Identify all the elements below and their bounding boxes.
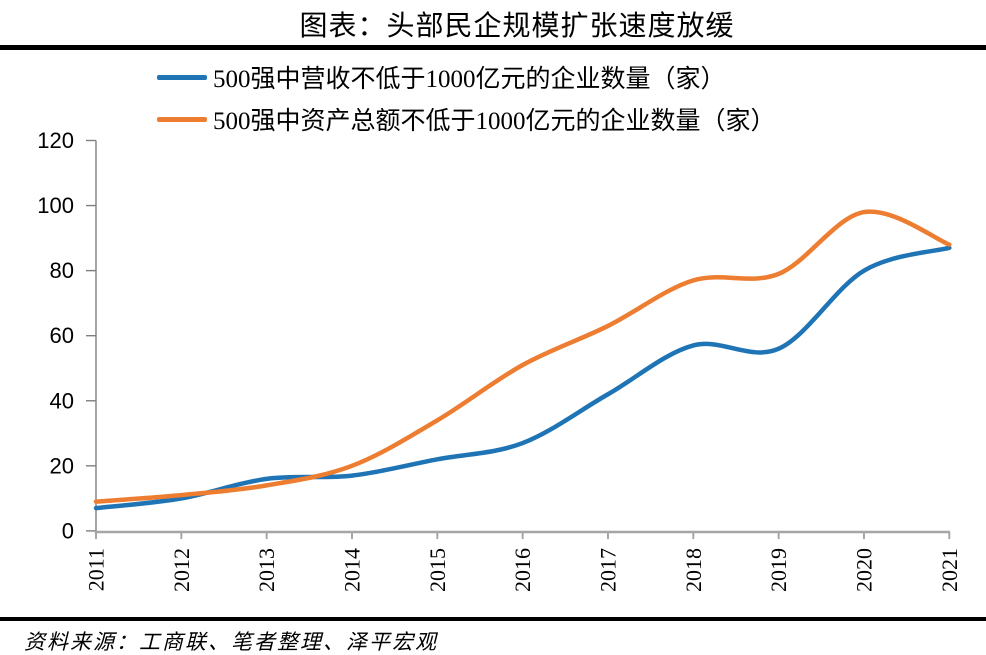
- y-axis-tick-label: 100: [37, 193, 74, 218]
- x-axis-tick-label: 2021: [937, 548, 962, 592]
- x-axis-tick-label: 2014: [339, 548, 364, 592]
- x-axis-tick-label: 2019: [766, 548, 791, 592]
- x-axis-tick-label: 2012: [169, 548, 194, 592]
- y-axis-tick-label: 60: [50, 323, 74, 348]
- top-divider: [0, 45, 986, 50]
- y-axis-tick-label: 40: [50, 388, 74, 413]
- y-axis-tick-label: 0: [62, 518, 74, 543]
- legend-item-revenue: 500强中营收不低于1000亿元的企业数量（家）: [157, 56, 776, 98]
- x-axis-tick-label: 2020: [851, 548, 876, 592]
- x-axis-tick-label: 2017: [595, 548, 620, 592]
- legend-label-assets: 500强中资产总额不低于1000亿元的企业数量（家）: [213, 108, 776, 135]
- legend: 500强中营收不低于1000亿元的企业数量（家） 500强中资产总额不低于100…: [157, 56, 776, 140]
- bottom-divider: [0, 617, 986, 621]
- x-axis-tick-label: 2011: [84, 548, 109, 591]
- x-axis-tick-label: 2015: [425, 548, 450, 592]
- x-axis-tick-label: 2013: [254, 548, 279, 592]
- x-axis-tick-label: 2016: [510, 548, 535, 592]
- legend-label-revenue: 500强中营收不低于1000亿元的企业数量（家）: [213, 66, 726, 93]
- y-axis-tick-label: 20: [50, 453, 74, 478]
- legend-item-assets: 500强中资产总额不低于1000亿元的企业数量（家）: [157, 98, 776, 140]
- x-axis-tick-label: 2018: [681, 548, 706, 592]
- chart-title: 图表：头部民企规模扩张速度放缓: [299, 11, 735, 42]
- legend-swatch-revenue-line: [157, 74, 207, 80]
- y-axis-tick-label: 80: [50, 258, 74, 283]
- y-axis-tick-label: 120: [37, 128, 74, 153]
- assets-series-line: [93, 209, 952, 504]
- legend-swatch-assets-line: [157, 116, 207, 122]
- revenue-series-line: [93, 245, 952, 511]
- source-note: 资料来源：工商联、笔者整理、泽平宏观: [24, 630, 438, 654]
